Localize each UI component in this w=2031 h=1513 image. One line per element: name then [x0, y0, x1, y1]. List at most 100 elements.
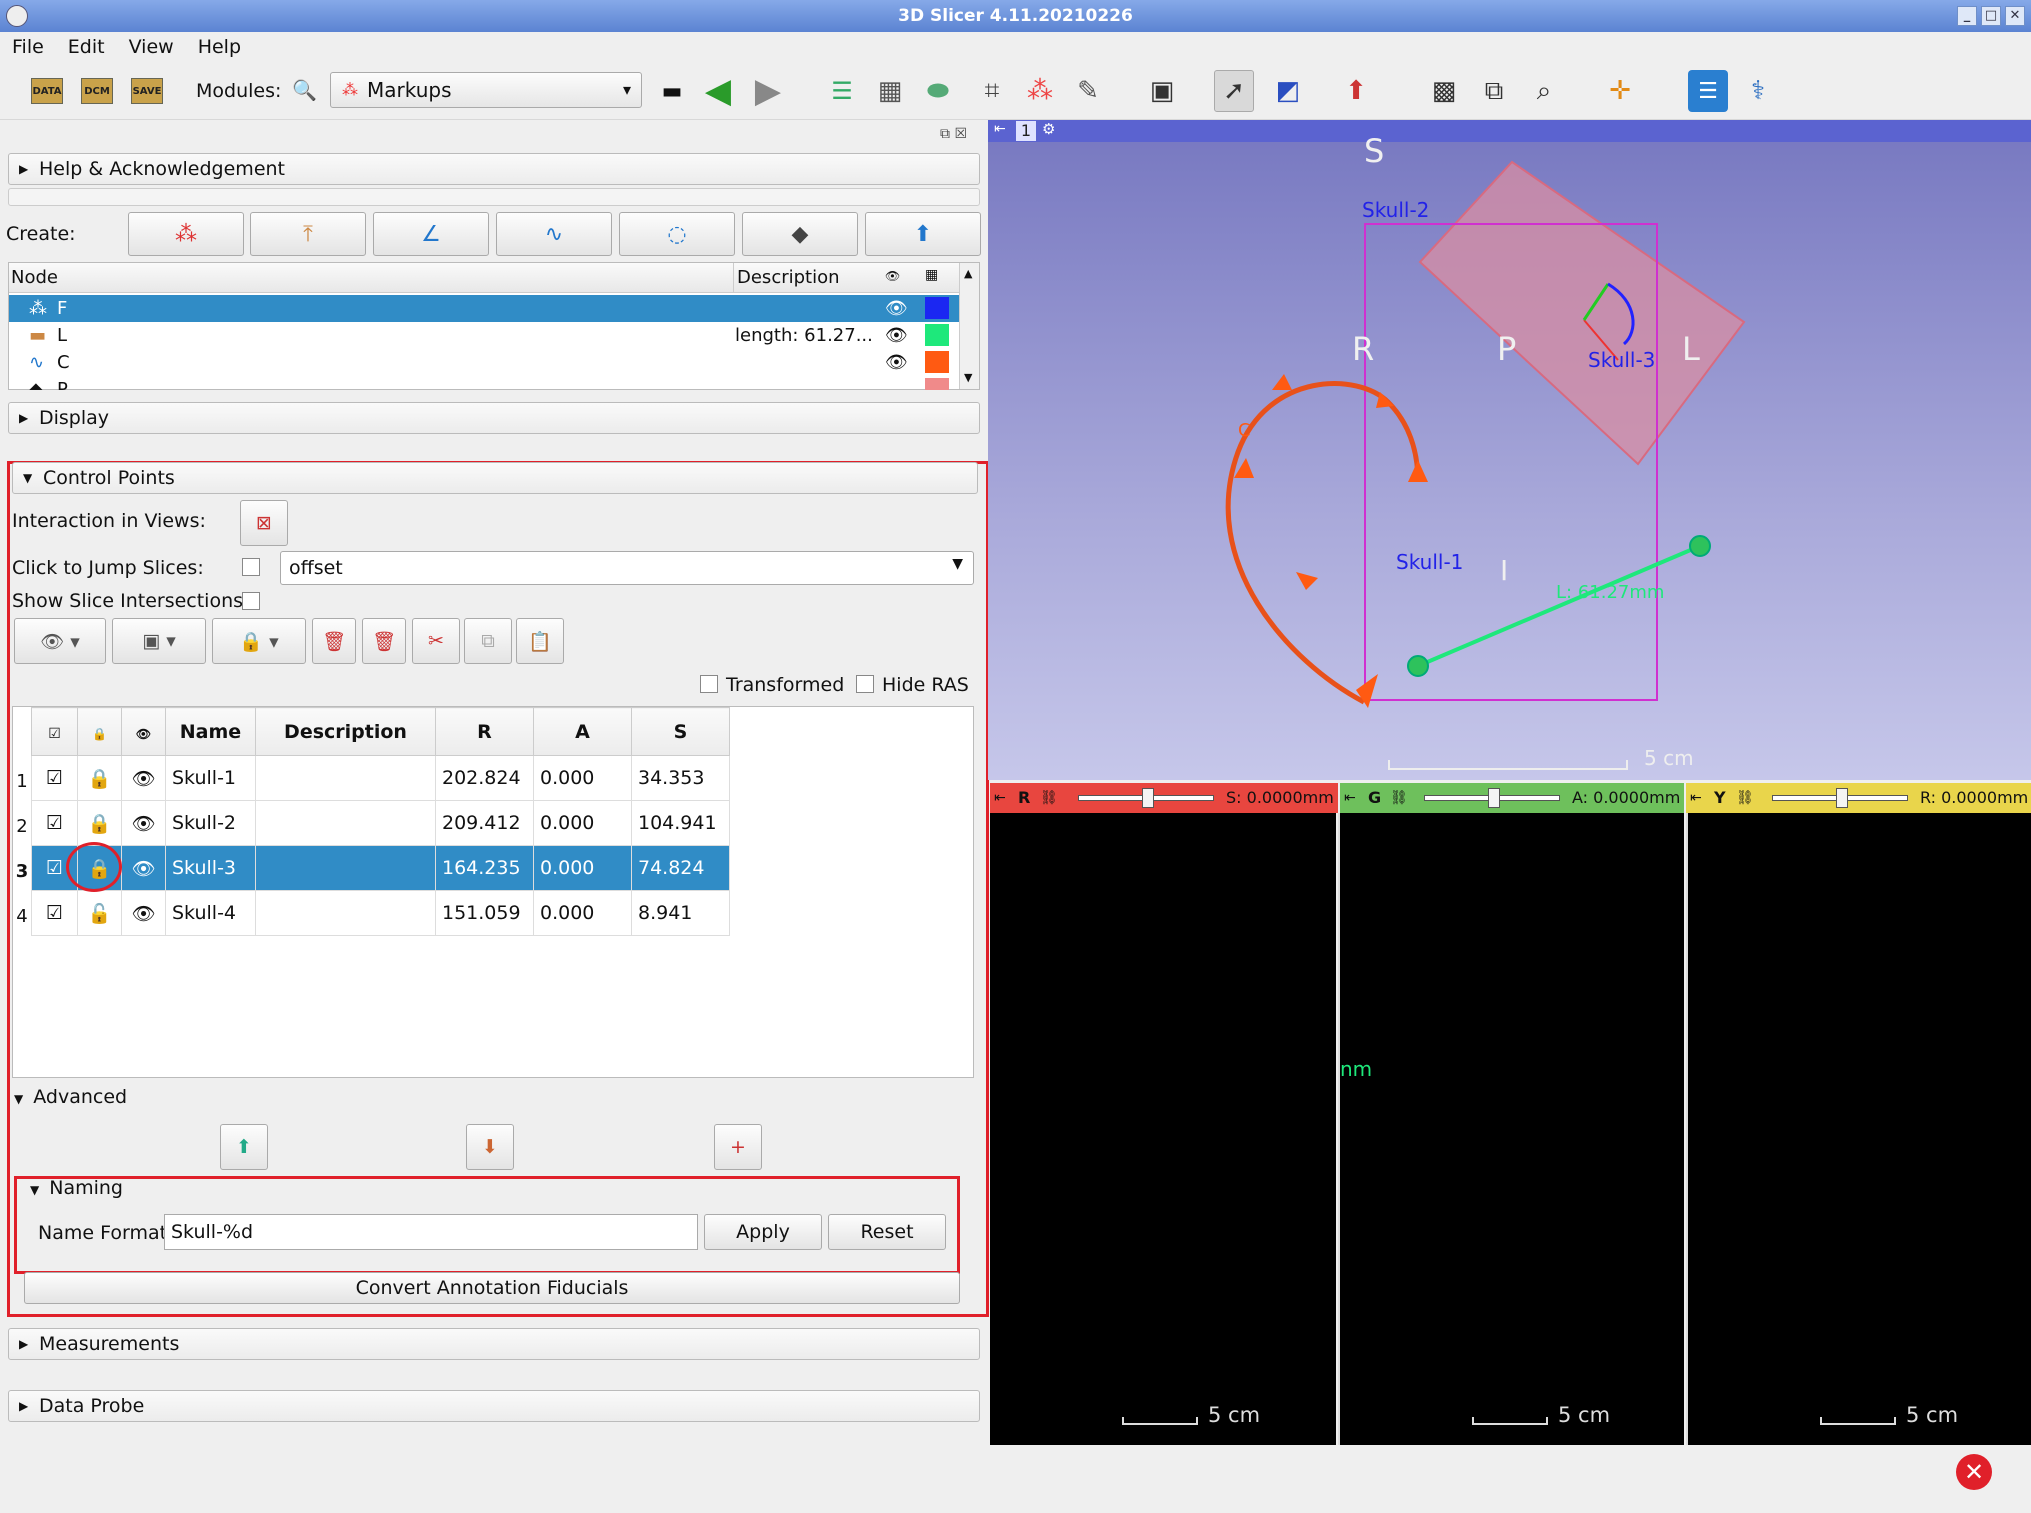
minimize-button[interactable]: _ [1957, 6, 1977, 26]
row-lock-icon[interactable]: 🔒 [77, 755, 122, 801]
node-column-header[interactable]: Node [11, 267, 58, 288]
display-section[interactable]: ▶ Display [8, 402, 980, 434]
extension-manager-button[interactable]: ☰ [1688, 70, 1728, 112]
point-description[interactable] [255, 800, 436, 846]
visibility-eye-icon[interactable]: 👁 [885, 325, 908, 346]
green-slice-controller[interactable]: ⇤ G ⛓ A: 0.0000mm [1340, 783, 1684, 813]
naming-section[interactable]: ▼ Naming [30, 1177, 123, 1199]
delete-points-button[interactable]: 🗑 [312, 618, 356, 664]
red-slice-controller[interactable]: ⇤ R ⛓ S: 0.0000mm [990, 783, 1338, 813]
menu-edit[interactable]: Edit [67, 36, 105, 58]
point-a[interactable]: 0.000 [533, 890, 632, 936]
point-r[interactable]: 209.412 [435, 800, 534, 846]
node-color-swatch[interactable] [925, 324, 949, 346]
green-slider-handle[interactable] [1488, 788, 1500, 808]
green-slice-view[interactable]: nm 5 cm [1338, 813, 1684, 1445]
node-row-f[interactable]: ⁂ F 👁 [9, 295, 959, 322]
3d-view-controller-bar[interactable]: ⇤ 1 ⚙ [988, 120, 2031, 142]
node-tree-scrollbar[interactable]: ▲ ▼ [959, 263, 979, 389]
delete-all-button[interactable]: 🗑 [362, 618, 406, 664]
mouse-mode-view-button[interactable]: ➚ [1214, 70, 1254, 112]
markups-button[interactable]: ⁂ [1020, 70, 1060, 112]
dicom-button[interactable]: DCM [77, 70, 117, 112]
point-name[interactable]: Skull-3 [165, 845, 256, 891]
link-icon[interactable]: ⛓ [1390, 790, 1408, 806]
red-slice-view[interactable]: 5 cm [990, 813, 1336, 1445]
point-s[interactable]: 34.353 [631, 755, 730, 801]
control-points-section[interactable]: ▼ Control Points [12, 462, 978, 494]
undock-icon[interactable]: ⧉ ☒ [940, 126, 967, 142]
point-a[interactable]: 0.000 [533, 755, 632, 801]
create-open-curve-button[interactable]: ∿ [496, 212, 612, 256]
scroll-up-icon[interactable]: ▲ [964, 267, 973, 280]
reset-button[interactable]: Reset [828, 1214, 946, 1250]
module-history-button[interactable]: ▬ [652, 70, 692, 112]
s-column-header[interactable]: S [631, 707, 730, 756]
slice-intersections-checkbox[interactable] [242, 592, 260, 610]
point-a[interactable]: 0.000 [533, 845, 632, 891]
transforms-button[interactable]: ⌗ [972, 70, 1012, 112]
scene-views-button[interactable]: ⧉ [1474, 70, 1514, 112]
red-slider-handle[interactable] [1142, 788, 1154, 808]
crosshair-button[interactable]: ✛ [1600, 70, 1640, 112]
copy-button[interactable]: ⧉ [464, 618, 512, 664]
row-checkbox[interactable]: ☑ [31, 800, 78, 846]
3d-view[interactable]: ⇤ 1 ⚙ S R P L I Skull-2 Skull-3 Skull-1 … [988, 120, 2031, 780]
volumes-button[interactable]: ▦ [870, 70, 910, 112]
row-unlock-icon[interactable]: 🔓 [77, 890, 122, 936]
forward-button[interactable]: ▶ [748, 70, 788, 112]
help-section[interactable]: ▶ Help & Acknowledgement [8, 153, 980, 185]
point-r[interactable]: 202.824 [435, 755, 534, 801]
crosshair-placement-button[interactable]: ⬆ [1336, 70, 1376, 112]
row-eye-icon[interactable]: 👁 [121, 890, 166, 936]
link-icon[interactable]: ⛓ [1040, 790, 1058, 806]
node-color-swatch[interactable] [925, 351, 949, 373]
capture-button[interactable]: ⌕ [1524, 70, 1564, 112]
point-description[interactable] [255, 890, 436, 936]
point-a[interactable]: 0.000 [533, 800, 632, 846]
table-row-selected[interactable]: ☑ 🔒 👁 Skull-3 164.235 0.000 74.824 [31, 845, 730, 891]
node-row-c[interactable]: ∿ C 👁 [9, 349, 959, 376]
description-column-header[interactable]: Description [255, 707, 436, 756]
pin-icon[interactable]: ⇤ [1344, 790, 1356, 806]
paste-button[interactable]: 📋 [516, 618, 564, 664]
back-button[interactable]: ◀ [698, 70, 738, 112]
yellow-slice-controller[interactable]: ⇤ Y ⛓ R: 0.0000mm [1686, 783, 2031, 813]
point-s[interactable]: 8.941 [631, 890, 730, 936]
measurements-section[interactable]: ▶ Measurements [8, 1328, 980, 1360]
interaction-toggle-button[interactable]: ⊠ [240, 500, 288, 546]
create-roi-button[interactable]: ⬆ [865, 212, 981, 256]
menu-file[interactable]: File [12, 36, 44, 58]
cut-button[interactable]: ✂ [412, 618, 460, 664]
segment-editor-button[interactable]: ✎ [1068, 70, 1108, 112]
view-settings-icon[interactable]: ⚙ [1042, 120, 1056, 138]
visibility-eye-icon[interactable]: 👁 [885, 352, 908, 373]
point-name[interactable]: Skull-2 [165, 800, 256, 846]
models-button[interactable]: ⬬ [918, 70, 958, 112]
row-lock-icon[interactable]: 🔒 [77, 800, 122, 846]
jump-mode-select[interactable]: offset ▼ [280, 551, 974, 585]
pin-icon[interactable]: ⇤ [994, 121, 1006, 137]
point-s[interactable]: 104.941 [631, 800, 730, 846]
node-color-swatch[interactable] [925, 297, 949, 319]
layout-button[interactable]: ▣ [1142, 70, 1182, 112]
create-fiducial-button[interactable]: ⁂ [128, 212, 244, 256]
visibility-dropdown-button[interactable]: 👁 ▾ [14, 618, 106, 664]
point-r[interactable]: 164.235 [435, 845, 534, 891]
yellow-slider-handle[interactable] [1836, 788, 1848, 808]
row-checkbox[interactable]: ☑ [31, 890, 78, 936]
create-plane-button[interactable]: ◆ [742, 212, 858, 256]
node-color-swatch[interactable] [925, 378, 949, 390]
row-checkbox[interactable]: ☑ [31, 755, 78, 801]
visibility-eye-icon[interactable]: 👁 [885, 298, 908, 319]
row-eye-icon[interactable]: 👁 [121, 755, 166, 801]
node-row-p[interactable]: ◆ P [9, 376, 959, 390]
description-column-header[interactable]: Description [737, 267, 840, 288]
row-eye-icon[interactable]: 👁 [121, 845, 166, 891]
add-point-button[interactable]: + [714, 1124, 762, 1170]
name-column-header[interactable]: Name [165, 707, 256, 756]
python-console-button[interactable]: ⚕ [1738, 70, 1778, 112]
advanced-section[interactable]: ▼ Advanced [14, 1086, 127, 1108]
a-column-header[interactable]: A [533, 707, 632, 756]
point-name[interactable]: Skull-1 [165, 755, 256, 801]
